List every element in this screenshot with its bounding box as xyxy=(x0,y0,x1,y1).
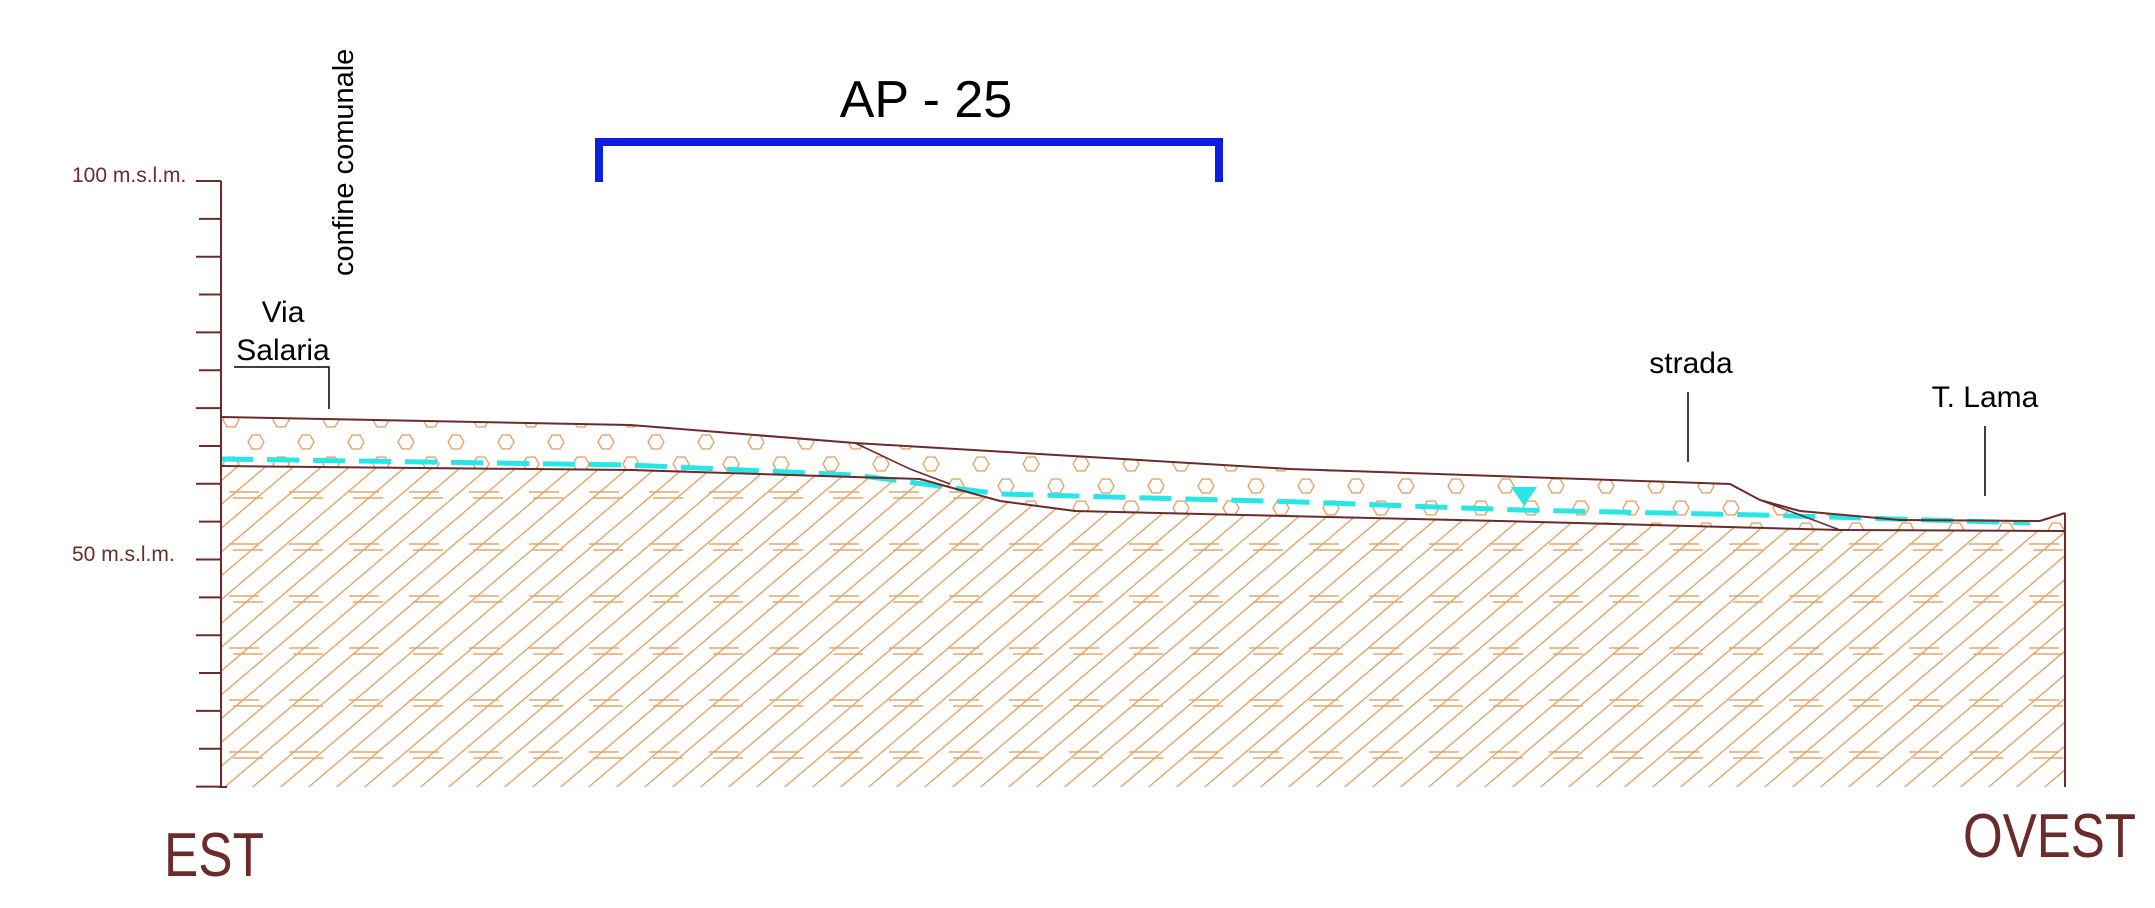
via-salaria-leader xyxy=(234,366,330,409)
via-salaria-label-line2: Salaria xyxy=(236,334,330,367)
road-label: strada xyxy=(1649,347,1733,380)
boundary-label: confine comunale xyxy=(328,49,360,276)
cover-base-line xyxy=(220,465,2066,532)
elevation-label-50: 50 m.s.l.m. xyxy=(72,543,175,566)
wedge-line xyxy=(854,442,951,485)
elevation-label-100: 100 m.s.l.m. xyxy=(72,164,186,187)
wedge-line xyxy=(1759,499,1841,531)
water-level-marker-icon xyxy=(1511,487,1537,506)
ground-surface-line xyxy=(220,416,2066,523)
stream-label: T. Lama xyxy=(1932,381,2039,414)
bedrock-layer xyxy=(221,466,2065,787)
water-table-line xyxy=(220,456,2031,526)
via-salaria-label-line1: Via xyxy=(262,296,305,329)
gravel-cover-layer xyxy=(222,417,2065,531)
section-title: AP - 25 xyxy=(840,71,1012,129)
direction-label-east: EST xyxy=(164,821,264,890)
direction-label-west: OVEST xyxy=(1963,802,2136,871)
elevation-scale xyxy=(196,180,222,788)
section-bracket xyxy=(595,138,1223,182)
